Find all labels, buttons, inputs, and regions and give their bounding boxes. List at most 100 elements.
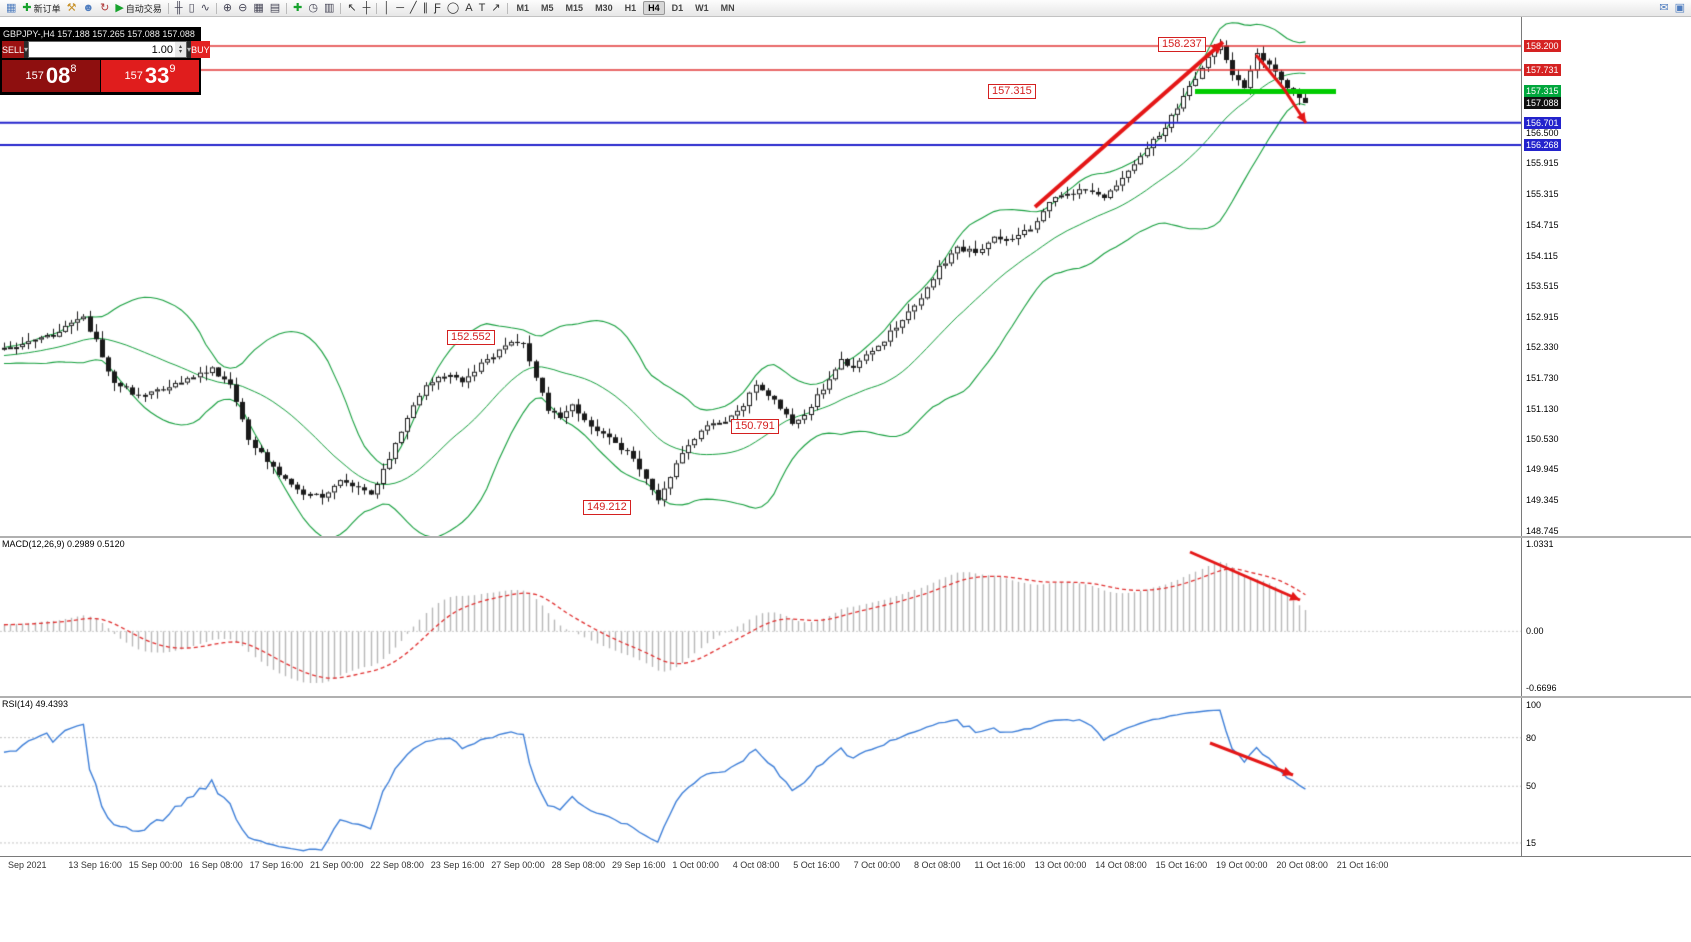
refresh-icon: ↻ xyxy=(100,1,110,14)
candlestick-chart-icon[interactable]: ▯ xyxy=(186,1,198,16)
vertical-line-icon[interactable]: │ xyxy=(380,1,393,16)
buy-tab[interactable]: BUY xyxy=(191,41,210,58)
time-axis-label: 22 Sep 08:00 xyxy=(370,860,424,870)
toolbar-right-group: ✉ ▣ xyxy=(1656,1,1688,16)
timeframe-m30-button[interactable]: M30 xyxy=(595,3,613,13)
refresh-icon[interactable]: ↻ xyxy=(97,1,112,16)
arrows-icon[interactable]: ↗ xyxy=(488,1,503,16)
time-axis-label: 13 Sep 16:00 xyxy=(68,860,122,870)
toolbar-separator xyxy=(167,2,169,14)
time-axis-label: 21 Sep 00:00 xyxy=(310,860,364,870)
main-toolbar: ▦ ✚ 新订单 ⚒ ☻ ↻ ▶ 自动交易 ╫ ▯ ∿ ⊕ ⊖ ▦ ▤ ✚ ◷ ▥ ↖ ┼ │ ─ ╱ ∥ Ƒ ◯ A T ↗ M1 M5 M1… xyxy=(0,0,1691,17)
toolbar-separator xyxy=(340,2,342,14)
periods-icon[interactable]: ◷ xyxy=(305,1,321,16)
timeframe-m5-button[interactable]: M5 xyxy=(541,3,554,13)
chat-icon[interactable]: ✉ xyxy=(1656,1,1671,16)
time-axis-label: 16 Sep 08:00 xyxy=(189,860,243,870)
trendline-icon[interactable]: ╱ xyxy=(407,1,420,16)
price-annotation-tag[interactable]: 150.791 xyxy=(731,419,779,434)
line-chart-icon[interactable]: ∿ xyxy=(198,1,213,16)
price-scale-label: 157.315 xyxy=(1524,85,1561,98)
time-scale[interactable]: Sep 2021 13 Sep 16:00 15 Sep 00:00 16 Sep 0… xyxy=(0,856,1691,876)
bar-chart-icon: ╫ xyxy=(174,1,183,14)
sell-price-button[interactable]: 157 08 8 xyxy=(2,60,100,92)
price-scale-label: 155.915 xyxy=(1526,158,1559,169)
time-axis-label: 15 Sep 00:00 xyxy=(128,860,183,870)
line-chart-icon: ∿ xyxy=(200,1,210,14)
label-icon[interactable]: T xyxy=(476,1,489,16)
bid-pip-digit: 8 xyxy=(70,63,77,75)
rsi-scale-label: 80 xyxy=(1526,732,1537,743)
trendline-icon: ╱ xyxy=(410,1,417,14)
time-axis-label: Sep 2021 xyxy=(8,860,47,870)
price-scale-label: 157.731 xyxy=(1524,64,1561,77)
cursor-icon[interactable]: ↖ xyxy=(344,1,359,16)
timeframe-w1-button[interactable]: W1 xyxy=(695,3,709,13)
timeframe-mn-button[interactable]: MN xyxy=(720,3,735,13)
volume-input[interactable] xyxy=(29,42,176,57)
price-scale-label: 154.115 xyxy=(1526,250,1558,261)
indicators-icon[interactable]: ✚ xyxy=(290,1,305,16)
sell-options-dropdown-icon[interactable]: ▾ xyxy=(24,41,29,58)
new-chart-icon[interactable]: ▦ xyxy=(3,1,19,16)
bar-chart-icon[interactable]: ╫ xyxy=(172,1,186,16)
price-annotation-tag[interactable]: 149.212 xyxy=(583,500,631,515)
shapes-icon[interactable]: ◯ xyxy=(444,1,462,16)
price-scale-label: 150.530 xyxy=(1526,434,1559,445)
rsi-chart-canvas[interactable] xyxy=(0,698,1521,855)
cascade-windows-icon[interactable]: ▤ xyxy=(267,1,283,16)
macd-panel[interactable]: MACD(12,26,9) 0.2989 0.5120 xyxy=(0,538,1521,696)
fibonacci-icon[interactable]: Ƒ xyxy=(431,1,444,16)
tile-windows-icon[interactable]: ▦ xyxy=(250,1,266,16)
macd-chart-canvas[interactable] xyxy=(0,538,1521,696)
volume-spinner[interactable]: ▴ ▾ xyxy=(175,42,187,57)
ask-pip-digit: 9 xyxy=(169,63,176,75)
panel-splitter[interactable] xyxy=(0,536,1691,538)
buy-price-button[interactable]: 157 33 9 xyxy=(101,60,199,92)
crosshair-icon[interactable]: ┼ xyxy=(360,1,374,16)
panel-splitter[interactable] xyxy=(0,696,1691,698)
auto-trading-button[interactable]: ▶ 自动交易 xyxy=(112,1,164,16)
macd-scale-label: 1.0331 xyxy=(1526,539,1554,549)
price-scale-label: 158.200 xyxy=(1524,39,1561,52)
profiles-icon[interactable]: ☻ xyxy=(80,1,98,16)
auto-trading-button: ▶ xyxy=(115,1,124,14)
text-icon[interactable]: A xyxy=(462,1,475,16)
channel-icon[interactable]: ∥ xyxy=(420,1,432,16)
price-scale-label: 151.130 xyxy=(1526,403,1559,414)
timeframe-m15-button[interactable]: M15 xyxy=(565,3,584,13)
price-annotation-tag[interactable]: 157.315 xyxy=(988,84,1036,99)
price-scale[interactable]: 158.200 157.731 157.315 157.088 156.701 156.5… xyxy=(1521,17,1691,856)
price-annotation-tag[interactable]: 158.237 xyxy=(1158,37,1206,52)
timeframe-h4-button[interactable]: H4 xyxy=(643,1,665,15)
timeframe-h1-button[interactable]: H1 xyxy=(624,3,637,13)
price-chart-panel[interactable]: 158.237 157.315 152.552 150.791 149.212 GBPJ… xyxy=(0,17,1521,536)
timeframe-d1-button[interactable]: D1 xyxy=(671,3,684,13)
time-axis-label: 1 Oct 00:00 xyxy=(672,860,719,870)
tools-icon[interactable]: ⚒ xyxy=(64,1,80,16)
horizontal-line-icon[interactable]: ─ xyxy=(393,1,407,16)
templates-icon[interactable]: ▥ xyxy=(321,1,337,16)
indicators-icon: ✚ xyxy=(293,1,303,14)
candlestick-chart-canvas[interactable] xyxy=(0,17,1521,536)
buy-options-dropdown-icon[interactable]: ▾ xyxy=(187,41,192,58)
rsi-panel[interactable]: RSI(14) 49.4393 xyxy=(0,698,1521,855)
new-order-button: ✚ xyxy=(22,1,32,14)
new-order-button[interactable]: ✚ 新订单 xyxy=(19,1,63,16)
ask-prefix: 157 xyxy=(124,70,143,82)
timeframe-m1-button[interactable]: M1 xyxy=(516,3,530,13)
community-icon[interactable]: ▣ xyxy=(1672,1,1688,16)
one-click-trading-panel: GBPJPY-,H4 157.188 157.265 157.088 157.0… xyxy=(0,27,210,95)
tile-windows-icon: ▦ xyxy=(253,1,264,14)
sell-tab[interactable]: SELL xyxy=(2,41,25,58)
time-axis-label: 11 Oct 16:00 xyxy=(974,860,1026,870)
fibonacci-icon: Ƒ xyxy=(434,1,441,14)
candlestick-chart-icon: ▯ xyxy=(188,1,195,14)
current-price-label: 157.088 xyxy=(1524,97,1561,110)
profiles-icon: ☻ xyxy=(82,1,95,14)
zoom-in-icon[interactable]: ⊕ xyxy=(220,1,235,16)
zoom-out-icon[interactable]: ⊖ xyxy=(235,1,250,16)
ohlc-readout: 157.188 157.265 157.088 157.088 xyxy=(57,29,195,39)
price-annotation-tag[interactable]: 152.552 xyxy=(447,330,495,345)
